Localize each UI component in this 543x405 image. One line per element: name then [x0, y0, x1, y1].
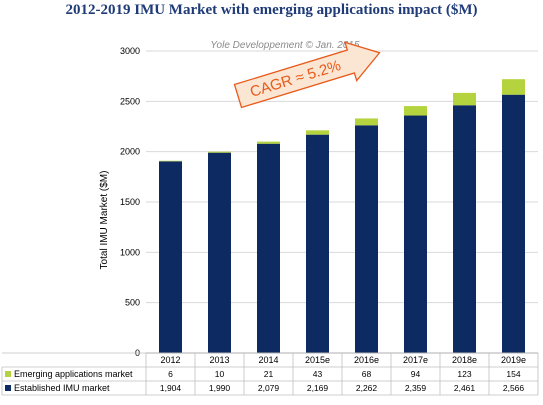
y-tick-label: 3000: [120, 46, 140, 56]
bar-emerging-2012: [159, 160, 182, 162]
x-tick-label: 2017e: [403, 355, 428, 365]
table-cell-emerging: 123: [457, 369, 471, 379]
table-cell-established: 2,262: [356, 383, 378, 393]
x-tick-label: 2015e: [305, 355, 330, 365]
y-tick-label: 2500: [120, 96, 140, 106]
table-cell-emerging: 68: [362, 369, 372, 379]
table-cell-established: 2,169: [307, 383, 329, 393]
credit-text: Yole Developpement © Jan. 2015: [210, 40, 360, 51]
bar-emerging-2017e: [404, 106, 427, 116]
bar-established-2012: [159, 161, 182, 353]
bar-emerging-2019e: [502, 79, 525, 95]
y-tick-label: 2000: [120, 147, 140, 157]
table-cell-established: 2,359: [405, 383, 427, 393]
legend-swatch-established: [5, 385, 11, 391]
data-table: 2012 6 1,904 2013 10 1,990 2014 21 2,079 2015e 43 2…: [1, 352, 539, 396]
table-cell-established: 2,461: [454, 383, 476, 393]
x-tick-label: 2014: [258, 355, 278, 365]
table-cell-emerging: 6: [168, 369, 173, 379]
x-tick-label: 2012: [160, 355, 180, 365]
table-cell-established: 1,990: [209, 383, 231, 393]
table-cell-emerging: 10: [215, 369, 225, 379]
y-tick-label: 500: [125, 298, 140, 308]
bar-established-2016e: [355, 125, 378, 354]
gridlines: [146, 50, 538, 304]
legend-label-established: Established IMU market: [14, 383, 110, 393]
table-cell-emerging: 94: [411, 369, 421, 379]
table-cell-emerging: 21: [264, 369, 274, 379]
y-axis-label: Total IMU Market ($M): [99, 171, 110, 270]
bar-established-2018e: [453, 105, 476, 353]
x-tick-label: 2016e: [354, 355, 379, 365]
bar-established-2017e: [404, 115, 427, 353]
bar-established-2013: [208, 152, 231, 353]
bar-established-2019e: [502, 94, 525, 353]
bar-emerging-2013: [208, 151, 231, 153]
bar-marks: [159, 79, 525, 354]
bar-established-2014: [257, 143, 280, 353]
x-tick-label: 2019e: [501, 355, 526, 365]
legend-swatch-emerging: [5, 371, 11, 377]
table-cell-emerging: 43: [313, 369, 323, 379]
bar-established-2015e: [306, 134, 329, 353]
x-tick-label: 2013: [209, 355, 229, 365]
bar-emerging-2018e: [453, 92, 476, 106]
table-cell-established: 2,079: [258, 383, 280, 393]
table-cell-established: 2,566: [503, 383, 525, 393]
y-tick-label: 1000: [120, 247, 140, 257]
x-tick-label: 2018e: [452, 355, 477, 365]
table-cell-established: 1,904: [160, 383, 182, 393]
cagr-arrow: [233, 41, 381, 109]
bar-emerging-2014: [257, 141, 280, 144]
bar-emerging-2015e: [306, 130, 329, 135]
bar-emerging-2016e: [355, 118, 378, 126]
table-cell-emerging: 154: [506, 369, 520, 379]
legend-label-emerging: Emerging applications market: [14, 369, 133, 379]
y-tick-label: 1500: [120, 197, 140, 207]
chart-title: 2012-2019 IMU Market with emerging appli…: [65, 2, 478, 18]
